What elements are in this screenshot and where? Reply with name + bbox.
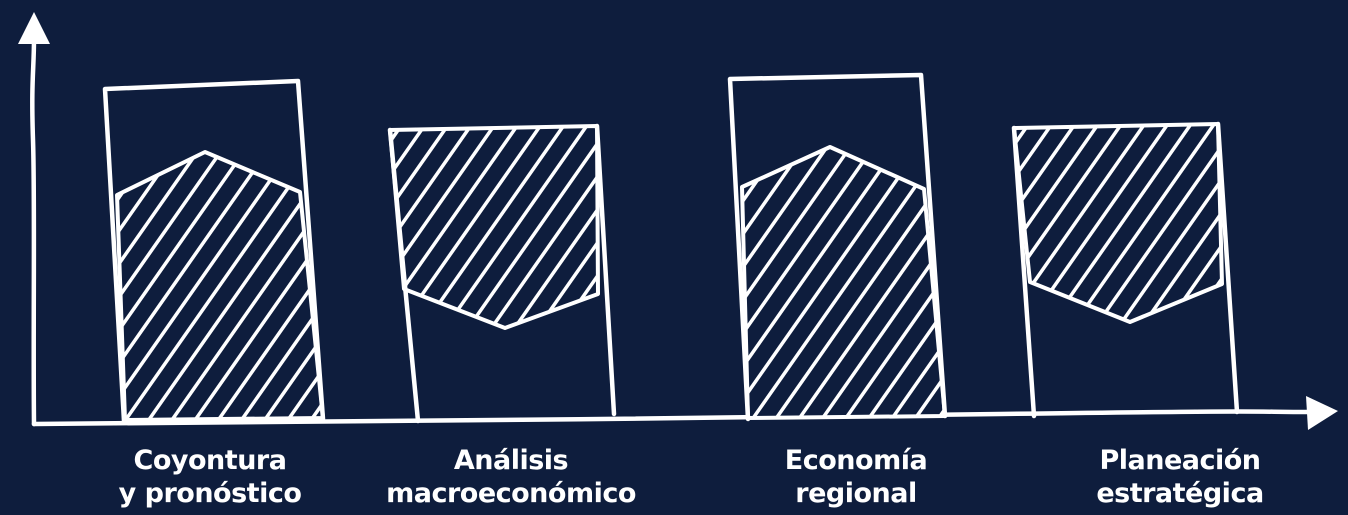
label-economia-line2: regional bbox=[795, 478, 917, 509]
column-coyontura bbox=[102, 78, 326, 424]
label-analisis-line1: Análisis bbox=[453, 445, 569, 476]
label-planeacion-line2: estratégica bbox=[1096, 478, 1264, 509]
label-coyontura: Coyontura y pronóstico bbox=[60, 444, 360, 510]
y-axis-line bbox=[30, 35, 37, 427]
column-analisis-fill bbox=[388, 124, 600, 330]
x-axis-arrow-icon bbox=[1306, 396, 1338, 430]
label-analisis-line2: macroeconómico bbox=[386, 478, 636, 509]
column-planeacion-outline bbox=[1011, 121, 1240, 419]
column-planeacion-fill bbox=[1012, 122, 1224, 324]
column-economia bbox=[727, 72, 948, 422]
label-economia: Economía regional bbox=[706, 444, 1006, 510]
column-economia-fill bbox=[740, 145, 947, 420]
label-planeacion: Planeación estratégica bbox=[1030, 444, 1330, 510]
column-coyontura-fill bbox=[115, 150, 325, 422]
y-axis-arrow-icon bbox=[18, 12, 50, 44]
label-analisis: Análisis macroeconómico bbox=[361, 444, 661, 510]
column-analisis bbox=[387, 123, 617, 424]
column-analisis-outline bbox=[387, 123, 617, 424]
label-economia-line1: Economía bbox=[784, 445, 928, 476]
label-coyontura-line1: Coyontura bbox=[133, 445, 287, 476]
column-economia-outline bbox=[727, 72, 948, 422]
column-planeacion bbox=[1011, 121, 1240, 419]
label-planeacion-line1: Planeación bbox=[1099, 445, 1261, 476]
column-coyontura-outline bbox=[102, 78, 326, 424]
label-coyontura-line2: y pronóstico bbox=[118, 478, 302, 509]
